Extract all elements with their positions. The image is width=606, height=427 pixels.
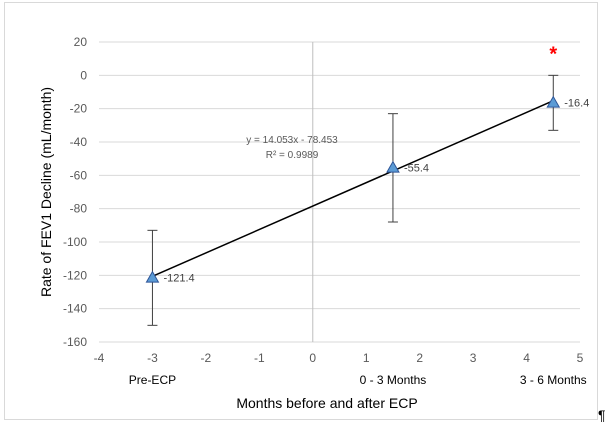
y-tick-label: -60: [70, 168, 88, 182]
data-label: -55.4: [404, 163, 429, 175]
trendline-r-squared: R² = 0.9989: [266, 150, 319, 161]
y-tick-label: -140: [63, 302, 87, 316]
significance-star: *: [549, 43, 557, 65]
y-tick-label: -160: [63, 335, 87, 349]
label-layer: -121.4 -55.4 -16.4 *: [163, 43, 589, 284]
data-label: -16.4: [564, 98, 589, 110]
y-tick-label: 20: [74, 35, 88, 49]
error-bar-layer: [147, 74, 559, 326]
trendline-equation: y = 14.053x - 78.453: [246, 135, 338, 146]
y-tick-label: -40: [70, 135, 88, 149]
y-tick-label: 0: [80, 68, 87, 82]
axis-layer: 200-20-40-60-80-100-120-140-160-4 -3 -2 -1 0…: [63, 35, 587, 387]
trendline: [152, 100, 554, 278]
data-label: -121.4: [163, 273, 194, 285]
x-tick-label: 5: [577, 351, 584, 365]
x-tick-label: 3: [470, 351, 477, 365]
x-tick-label: -2: [201, 351, 212, 365]
triangle-marker: [386, 160, 400, 173]
grid-layer: [99, 41, 580, 343]
category-label: 3 - 6 Months: [520, 373, 587, 387]
y-tick-label: -120: [63, 268, 87, 282]
paragraph-mark: ¶: [598, 407, 606, 423]
x-tick-label: 2: [416, 351, 423, 365]
x-tick-label: 0: [309, 351, 316, 365]
y-tick-label: -80: [70, 202, 88, 216]
x-tick-label: -3: [147, 351, 158, 365]
category-label: 0 - 3 Months: [360, 373, 427, 387]
y-tick-label: -100: [63, 235, 87, 249]
y-axis-title: Rate of FEV1 Decline (mL/month): [38, 87, 54, 297]
x-tick-label: 4: [523, 351, 530, 365]
x-tick-label: 1: [363, 351, 370, 365]
category-label: Pre-ECP: [129, 373, 176, 387]
y-tick-label: -20: [70, 102, 88, 116]
triangle-marker: [145, 270, 160, 283]
marker-layer: [145, 95, 561, 283]
trend-layer: [152, 100, 554, 278]
x-axis-title: Months before and after ECP: [236, 395, 417, 411]
x-tick-label: -1: [254, 351, 265, 365]
x-tick-label: -4: [94, 351, 105, 365]
triangle-marker: [546, 95, 561, 108]
